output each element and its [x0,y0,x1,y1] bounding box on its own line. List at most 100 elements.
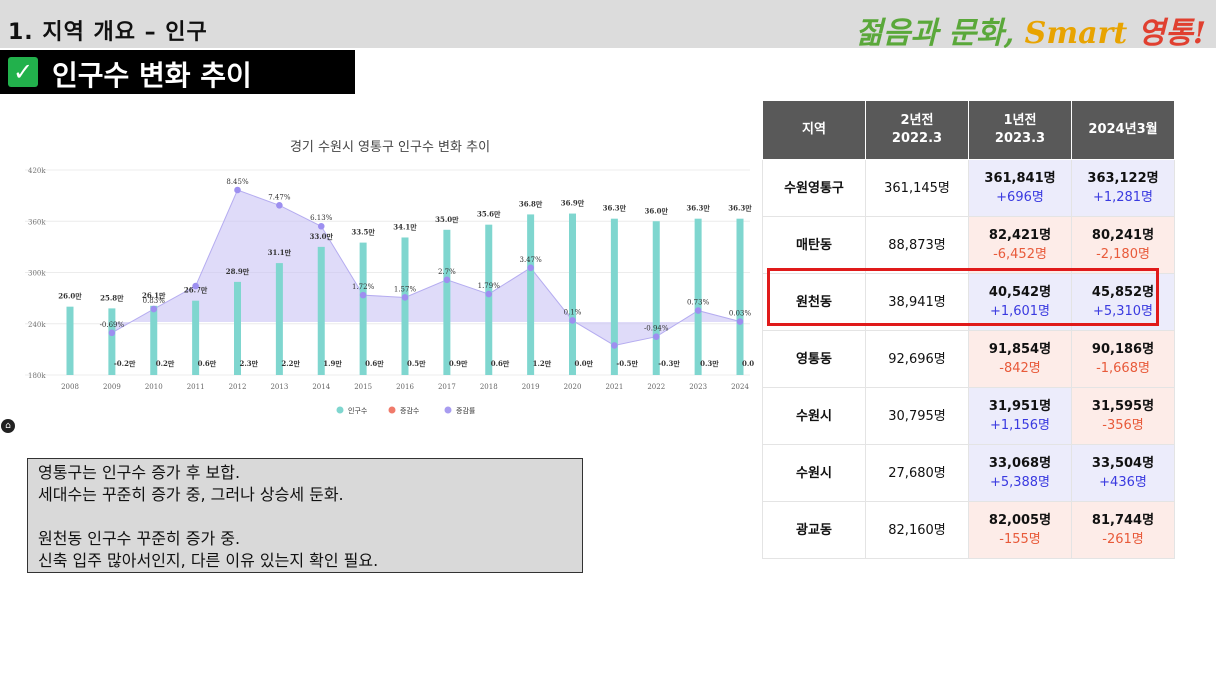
region-cell: 영통동 [762,330,866,388]
legend-marker [336,406,344,414]
region-cell: 수원영통구 [762,159,866,217]
rate-label: 0.73% [687,299,710,307]
top-header-bar: 1. 지역 개요 – 인구 젊음과 문화, Smart 영통! [0,0,1216,51]
note-line: 원천동 인구수 꾸준히 증가 중. [38,529,241,548]
rate-point [569,317,576,324]
table-row: 수원시 30,795명 31,951명 +1,156명 31,595명 -356명 [762,387,1175,445]
population-label: 36.3만 [728,204,752,213]
count-value: 361,841명 [984,171,1056,186]
x-tick-label: 2010 [145,383,163,391]
rate-label: -0.69% [100,321,125,329]
checkmark-icon: ✓ [8,57,38,87]
x-tick-label: 2020 [564,383,582,391]
count-change-cell: 91,854명 -842명 [968,330,1072,388]
population-label: 26.1만 [142,291,166,300]
legend-label: 인구수 [348,406,368,415]
count-change-cell: 33,504명 +436명 [1071,444,1175,502]
change-label: 1.9만 [323,359,342,368]
change-label: 2.2만 [281,359,300,368]
x-tick-label: 2022 [647,383,665,391]
rate-point [443,276,451,284]
table-row: 수원영통구 361,145명 361,841명 +696명 363,122명 +1,281… [762,159,1175,217]
change-value: +696명 [996,190,1044,205]
base-count-cell: 88,873명 [865,216,969,274]
brand-part3: 영통! [1137,16,1206,51]
count-change-cell: 90,186명 -1,668명 [1071,330,1175,388]
rate-point [359,291,367,299]
change-value: -6,452명 [993,247,1047,262]
count-value: 45,852명 [1091,285,1155,300]
note-line: 세대수는 꾸준히 증가 중, 그러나 상승세 둔화. [38,485,344,504]
home-icon[interactable]: ⌂ [1,419,15,433]
population-bar [569,213,576,375]
population-label: 34.1만 [393,222,417,231]
population-label: 35.6만 [477,210,501,219]
change-value: +1,281명 [1092,190,1154,205]
x-tick-label: 2012 [229,383,247,391]
change-label: 2.3만 [240,359,259,368]
rate-point [401,294,409,301]
change-value: -842명 [999,361,1041,376]
x-tick-label: 2017 [438,383,456,391]
rate-label: 2.7% [438,268,456,276]
population-bar [234,281,241,375]
population-label: 33.0만 [310,232,334,241]
note-line: 영통구는 인구수 증가 후 보합. [38,463,241,482]
population-bar [66,306,74,375]
change-label: 0.9만 [449,359,468,368]
change-label: 0.6만 [198,359,217,368]
population-label: 31.1만 [268,248,292,257]
rate-label: 0.83% [143,297,166,305]
x-tick-label: 2016 [396,383,414,391]
note-line [38,506,572,528]
legend-marker [388,406,396,414]
rate-area [111,190,740,346]
count-value: 91,854명 [988,342,1052,357]
change-value: -261명 [1102,532,1144,547]
count-value: 80,241명 [1091,228,1155,243]
rate-point [234,186,241,194]
population-bar [108,308,116,375]
rate-label: 6.13% [310,214,333,222]
count-value: 31,595명 [1091,399,1155,414]
change-value: -1,668명 [1096,361,1150,376]
base-count-cell: 92,696명 [865,330,969,388]
count-change-cell: 363,122명 +1,281명 [1071,159,1175,217]
rate-point [276,202,283,209]
rate-point [652,333,660,340]
table-header-row: 지역 2년전 2022.3 1년전 2023.3 2024년3월 [762,100,1175,160]
population-label: 36.3만 [603,204,627,213]
rate-point [611,342,618,349]
population-table: 지역 2년전 2022.3 1년전 2023.3 2024년3월 수원영통구 36… [762,100,1175,559]
header-region: 지역 [762,100,866,160]
change-value: +5,388명 [989,475,1051,490]
rate-point [108,329,116,337]
population-label: 33.5만 [351,228,375,237]
x-tick-label: 2015 [354,383,372,391]
notes-box: 영통구는 인구수 증가 후 보합. 세대수는 꾸준히 증가 중, 그러나 상승세… [27,458,583,573]
header-current: 2024년3월 [1071,100,1175,160]
count-change-cell: 31,951명 +1,156명 [968,387,1072,445]
region-cell: 매탄동 [762,216,866,274]
header-2y-ago: 2년전 2022.3 [865,100,969,160]
change-label: 0.3만 [700,359,719,368]
change-value: -2,180명 [1096,247,1150,262]
change-label: 0.5만 [407,359,426,368]
rate-point [736,318,744,325]
count-change-cell: 80,241명 -2,180명 [1071,216,1175,274]
count-change-cell: 81,744명 -261명 [1071,501,1175,559]
y-tick-label: 240k [28,321,46,329]
count-value: 82,421명 [988,228,1052,243]
rate-label: 1.79% [478,282,501,290]
count-value: 81,744명 [1091,513,1155,528]
highlight-box [767,268,1159,326]
count-change-cell: 82,005명 -155명 [968,501,1072,559]
x-tick-label: 2023 [689,383,707,391]
legend-marker [444,406,452,414]
count-change-cell: 31,595명 -356명 [1071,387,1175,445]
legend-label: 증감률 [456,407,476,415]
base-count-cell: 38,941명 [865,273,969,331]
population-label: 35.0만 [435,215,459,224]
change-label: -0.5만 [616,359,638,368]
table-row: 광교동 82,160명 82,005명 -155명 81,744명 -261명 [762,501,1175,559]
